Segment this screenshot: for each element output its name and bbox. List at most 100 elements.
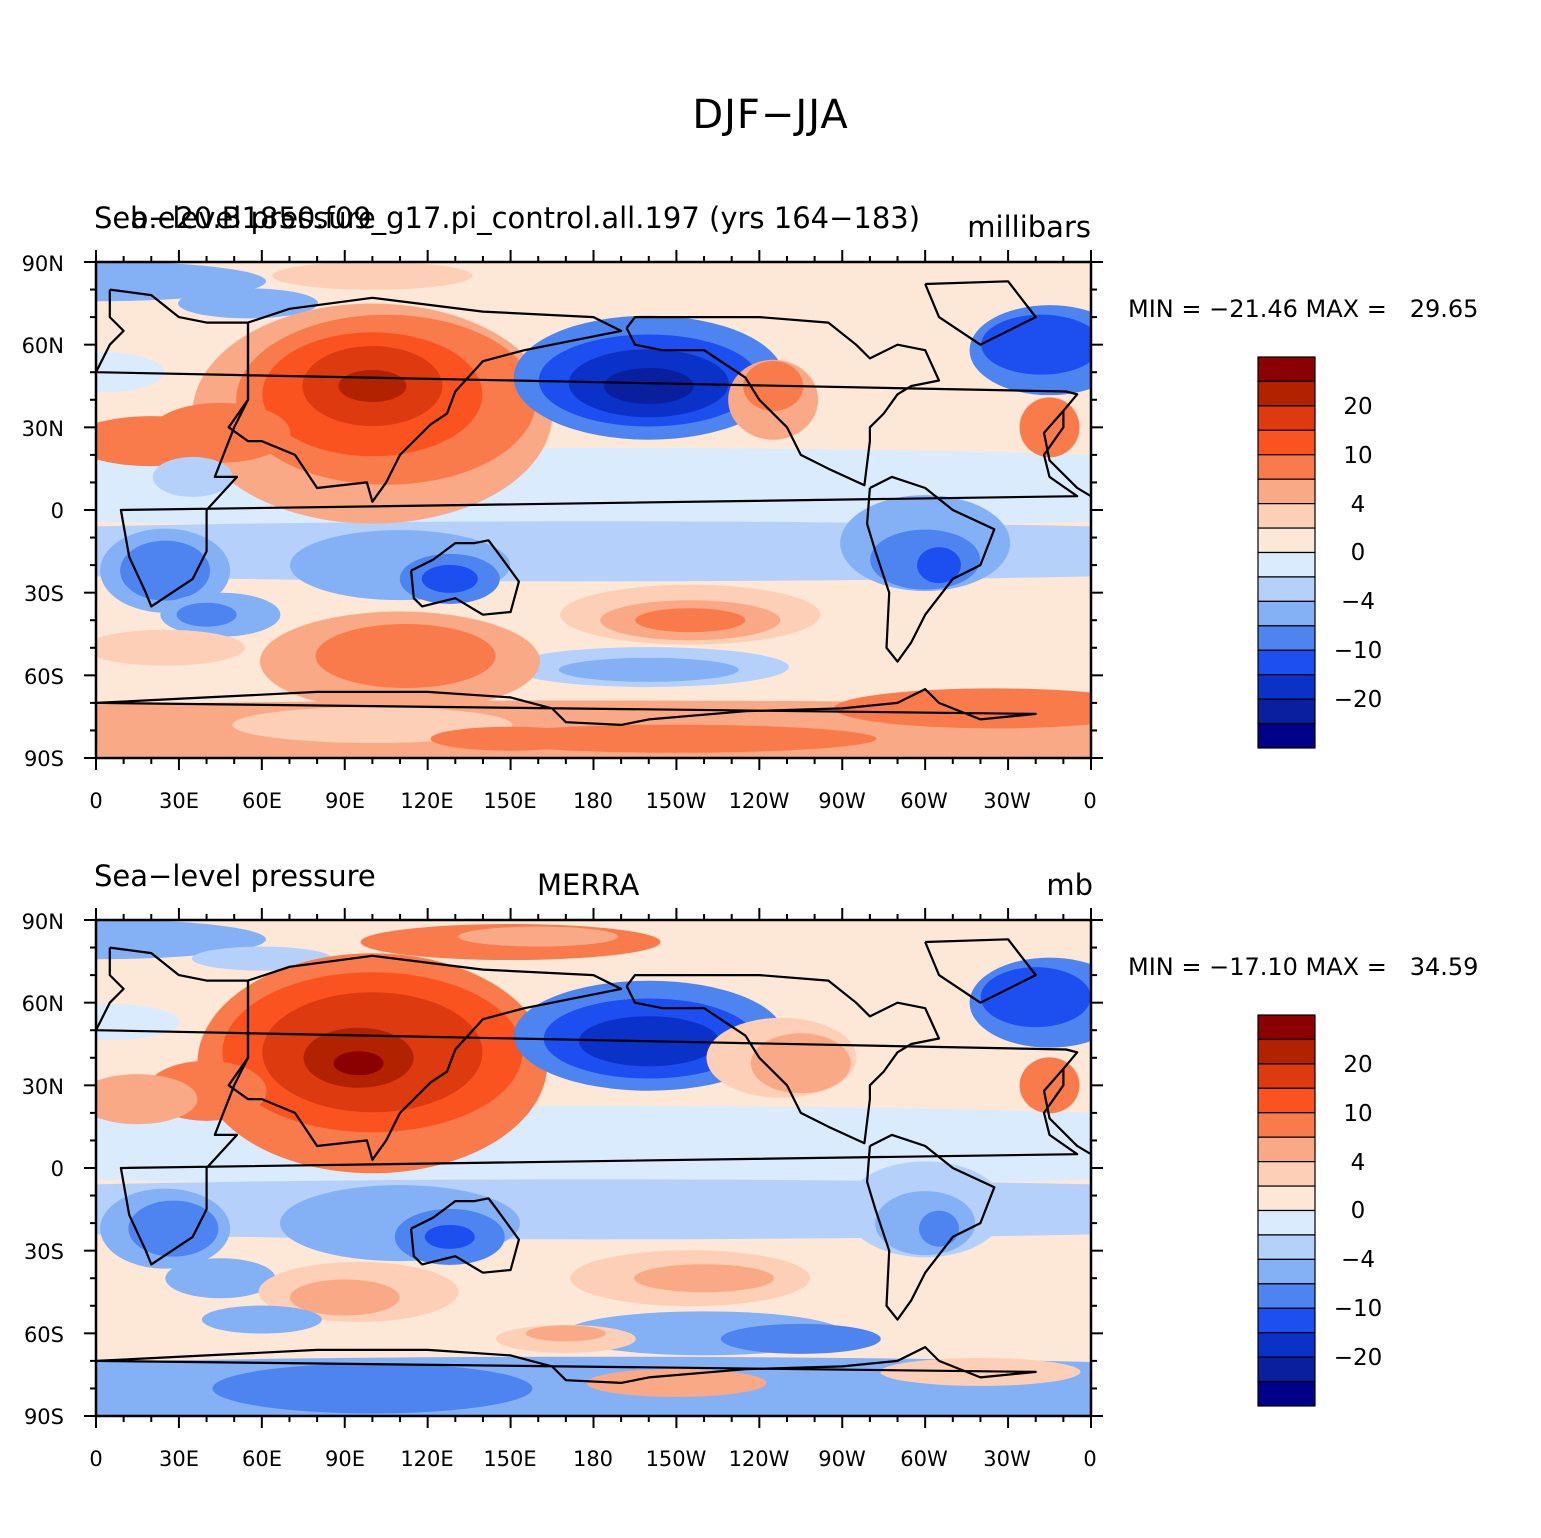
axis-ticks: [84, 250, 1103, 770]
pressure-contour: [525, 1325, 606, 1342]
coastline: [625, 974, 941, 1145]
colorbar-swatch: [1257, 600, 1316, 627]
colorbar: [1257, 1014, 1316, 1407]
pressure-contour: [176, 602, 237, 627]
lat-label: 90S: [23, 747, 64, 771]
coastline: [924, 280, 1037, 346]
pressure-contour: [478, 265, 599, 286]
lon-label: 180: [572, 789, 614, 813]
colorbar-label: 4: [1350, 492, 1366, 518]
coastline: [866, 1133, 996, 1321]
colorbar-swatch: [1257, 454, 1316, 480]
lon-label: 120W: [728, 1447, 790, 1471]
colorbar-swatch: [1257, 527, 1316, 554]
lat-label: 90N: [21, 910, 64, 934]
coastline: [1042, 410, 1091, 498]
colorbar-swatch: [1257, 1234, 1316, 1260]
colorbar-swatch: [1257, 551, 1316, 578]
colorbar-label: 20: [1343, 1052, 1373, 1078]
lon-label: 30W: [983, 789, 1031, 813]
colorbar-swatch: [1257, 1136, 1316, 1163]
axis-ticks: [84, 908, 1103, 1428]
coastline: [924, 938, 1037, 1004]
lat-label: 30S: [23, 1240, 64, 1264]
colorbar-label: 20: [1343, 394, 1373, 420]
lon-label: 90E: [325, 1447, 365, 1471]
pressure-contour: [634, 1264, 775, 1293]
contour-field: [96, 262, 1091, 758]
lon-label: 150W: [645, 1447, 707, 1471]
colorbar-swatch: [1257, 1307, 1316, 1334]
pressure-contour: [558, 657, 739, 682]
panel-left-title: Sea−level pressure: [94, 859, 376, 893]
pressure-contour: [424, 1224, 475, 1249]
lon-label: 60W: [900, 1447, 948, 1471]
colorbar-label: −10: [1333, 1296, 1383, 1322]
panel-units: millibars: [967, 210, 1091, 244]
coastline: [1042, 1068, 1091, 1156]
lon-label: 150E: [483, 1447, 537, 1471]
colorbar-swatch: [1257, 1283, 1316, 1309]
lon-label: 30E: [159, 1447, 199, 1471]
pressure-contour: [720, 1323, 881, 1354]
coastline: [227, 954, 623, 1161]
lat-label: 60S: [23, 665, 64, 689]
lon-label: 60W: [900, 789, 948, 813]
panel-center-title: MERRA: [537, 868, 640, 902]
lon-label: 120E: [400, 1447, 454, 1471]
colorbar-label: 0: [1350, 1198, 1366, 1224]
lon-label: 0: [1083, 789, 1097, 813]
coastline: [96, 1346, 1037, 1384]
pressure-contour: [96, 416, 232, 467]
colorbar-label: −20: [1333, 1345, 1383, 1371]
lon-label: 0: [89, 789, 103, 813]
lon-label: 150E: [483, 789, 537, 813]
pressure-contour: [315, 624, 496, 689]
pressure-contour: [212, 1363, 533, 1414]
colorbar-swatch: [1257, 1112, 1316, 1138]
pressure-contour: [338, 370, 407, 402]
colorbar-swatch: [1257, 1258, 1316, 1285]
lat-label: 0: [50, 1157, 64, 1181]
lon-label: 90E: [325, 789, 365, 813]
pressure-contour: [96, 1074, 198, 1125]
lon-label: 90W: [818, 789, 866, 813]
pressure-contour: [916, 547, 961, 584]
pressure-contour: [272, 262, 473, 290]
coastline: [410, 1197, 520, 1274]
colorbar-label: 10: [1343, 1101, 1373, 1127]
coastlines: [96, 280, 1091, 726]
pressure-contour: [333, 1051, 384, 1076]
panel-left-title: Sea−level pressure: [94, 201, 376, 235]
colorbar-swatch: [1257, 1356, 1316, 1383]
lon-label: 60E: [242, 1447, 282, 1471]
lat-label: 90S: [23, 1405, 64, 1429]
colorbar-swatch: [1257, 576, 1316, 602]
lon-label: 30W: [983, 1447, 1031, 1471]
colorbar-label: 0: [1350, 540, 1366, 566]
colorbar-swatch: [1257, 698, 1316, 725]
lon-label: 120W: [728, 789, 790, 813]
colorbar-swatch: [1257, 1380, 1316, 1407]
colorbar-swatch: [1257, 1161, 1316, 1187]
colorbar-swatch: [1257, 649, 1316, 676]
lon-label: 120E: [400, 789, 454, 813]
pressure-contour: [476, 724, 877, 753]
lat-label: 60S: [23, 1323, 64, 1347]
colorbar-label: −10: [1333, 638, 1383, 664]
pressure-contour: [458, 926, 619, 947]
lat-label: 60N: [21, 992, 64, 1016]
map-panel-model: Sea−level pressure b.e20.B1850.f09_g17.p…: [0, 0, 1541, 812]
lat-label: 0: [50, 499, 64, 523]
min-max-readout: MIN = −21.46 MAX = 29.65: [1128, 295, 1479, 323]
coastline: [96, 688, 1037, 726]
pressure-contour: [96, 629, 246, 666]
pressure-contour: [834, 688, 1091, 729]
colorbar-swatch: [1257, 429, 1316, 456]
colorbar-label: 4: [1350, 1150, 1366, 1176]
pressure-contour: [165, 1258, 276, 1299]
panel-units: mb: [1046, 868, 1093, 902]
coastline: [410, 539, 520, 616]
colorbar-swatch: [1257, 478, 1316, 505]
panel-center-title: b.e20.B1850.f09_g17.pi_control.all.197 (…: [130, 201, 921, 235]
